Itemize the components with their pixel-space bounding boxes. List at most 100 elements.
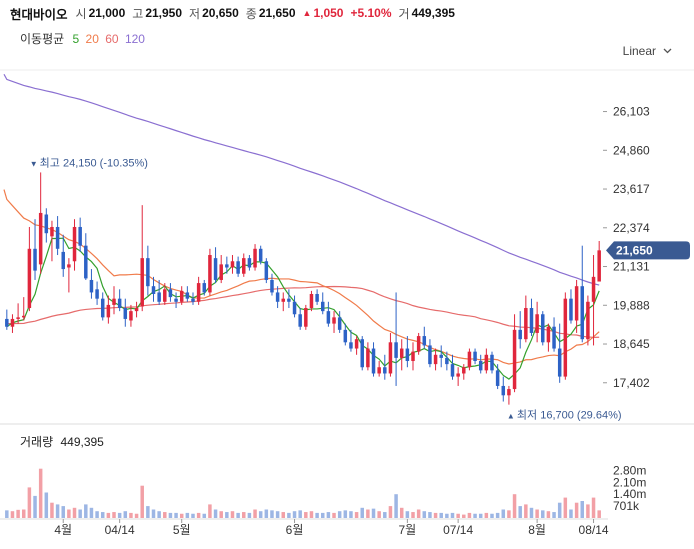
candle-body[interactable] [337, 317, 342, 330]
candle-body[interactable] [236, 261, 240, 274]
ma-5[interactable]: 5 [72, 32, 80, 46]
candle-body[interactable] [242, 258, 246, 274]
candle-body[interactable] [157, 292, 161, 302]
candle-body[interactable] [569, 298, 573, 321]
candle-body[interactable] [253, 248, 257, 268]
candle-body[interactable] [343, 329, 348, 343]
candle-body[interactable] [16, 317, 20, 319]
candle-body[interactable] [67, 264, 71, 268]
candle-body[interactable] [78, 226, 82, 246]
candle-body[interactable] [281, 298, 286, 302]
candle-body[interactable] [371, 348, 376, 374]
candle-body[interactable] [129, 311, 133, 321]
candle-body[interactable] [287, 298, 291, 302]
candle-body[interactable] [134, 308, 139, 312]
candle-body[interactable] [202, 283, 207, 293]
candle-body[interactable] [100, 298, 105, 318]
candle-body[interactable] [490, 354, 494, 371]
candle-body[interactable] [10, 318, 15, 327]
candle-body[interactable] [179, 290, 184, 302]
candle-body[interactable] [309, 293, 314, 309]
candle-body[interactable] [332, 317, 336, 324]
candle-body[interactable] [230, 261, 235, 268]
candle-body[interactable] [89, 279, 94, 293]
candle-body[interactable] [247, 258, 252, 268]
candle-body[interactable] [495, 370, 500, 386]
candle-body[interactable] [140, 258, 144, 307]
candle-body[interactable] [478, 361, 483, 371]
candle-body[interactable] [61, 251, 65, 270]
candle-body[interactable] [168, 289, 173, 298]
candle-body[interactable] [208, 255, 212, 293]
candle-body[interactable] [315, 293, 319, 302]
ma-20[interactable]: 20 [85, 32, 99, 46]
candle-body[interactable] [456, 373, 460, 377]
candle-body[interactable] [21, 315, 26, 318]
candle-body[interactable] [399, 348, 404, 358]
candle-body[interactable] [428, 345, 432, 365]
candle-body[interactable] [450, 364, 455, 377]
candle-body[interactable] [146, 258, 150, 287]
candle-body[interactable] [535, 314, 539, 333]
candle-body[interactable] [72, 226, 77, 262]
candle-body[interactable] [123, 308, 128, 319]
candle-body[interactable] [117, 298, 122, 309]
candle-body[interactable] [433, 354, 438, 365]
candle-body[interactable] [552, 326, 556, 349]
candle-body[interactable] [151, 286, 156, 294]
candle-body[interactable] [439, 354, 443, 358]
candle-body[interactable] [383, 367, 387, 374]
candle-body[interactable] [388, 342, 393, 374]
candle-body[interactable] [377, 367, 381, 374]
candle-body[interactable] [258, 248, 263, 262]
candle-body[interactable] [264, 261, 269, 280]
candle-body[interactable] [518, 329, 522, 340]
candle-body[interactable] [546, 326, 551, 343]
candle-body[interactable] [5, 318, 9, 327]
candle-body[interactable] [50, 226, 54, 237]
candle-body[interactable] [405, 348, 410, 362]
candle-body[interactable] [112, 298, 116, 305]
candle-body[interactable] [462, 367, 466, 374]
candle-body[interactable] [524, 308, 528, 340]
candle-body[interactable] [349, 342, 353, 349]
ma-120[interactable]: 120 [124, 32, 145, 46]
candle-body[interactable] [507, 389, 511, 396]
candle-body[interactable] [44, 214, 49, 234]
candle-body[interactable] [174, 298, 178, 302]
candle-body[interactable] [416, 336, 421, 352]
candle-body[interactable] [557, 348, 562, 377]
candle-body[interactable] [225, 264, 229, 268]
candle-body[interactable] [320, 301, 325, 312]
scale-mode-dropdown[interactable]: Linear [623, 44, 672, 58]
candle-body[interactable] [467, 351, 472, 368]
candle-body[interactable] [275, 292, 280, 302]
candle-body[interactable] [270, 279, 274, 293]
candle-body[interactable] [563, 298, 568, 377]
candle-body[interactable] [219, 264, 223, 280]
candle-body[interactable] [213, 258, 218, 280]
candle-body[interactable] [529, 308, 534, 333]
candle-body[interactable] [512, 329, 517, 390]
candle-body[interactable] [185, 292, 190, 299]
candle-body[interactable] [196, 283, 201, 302]
candle-body[interactable] [33, 248, 37, 271]
candle-body[interactable] [366, 348, 370, 368]
candle-body[interactable] [541, 314, 545, 343]
candle-body[interactable] [422, 336, 427, 346]
candle-body[interactable] [586, 301, 590, 340]
candle-body[interactable] [84, 245, 88, 279]
ma-60[interactable]: 60 [105, 32, 119, 46]
candle-body[interactable] [445, 357, 449, 365]
candle-body[interactable] [163, 289, 167, 302]
candle-body[interactable] [473, 351, 477, 362]
candle-body[interactable] [292, 301, 297, 315]
candle-body[interactable] [298, 314, 302, 327]
candle-body[interactable] [574, 286, 579, 321]
candle-body[interactable] [411, 351, 415, 362]
candle-body[interactable] [591, 276, 596, 302]
candle-body[interactable] [354, 339, 359, 349]
candle-body[interactable] [484, 354, 489, 371]
candle-body[interactable] [580, 286, 585, 340]
